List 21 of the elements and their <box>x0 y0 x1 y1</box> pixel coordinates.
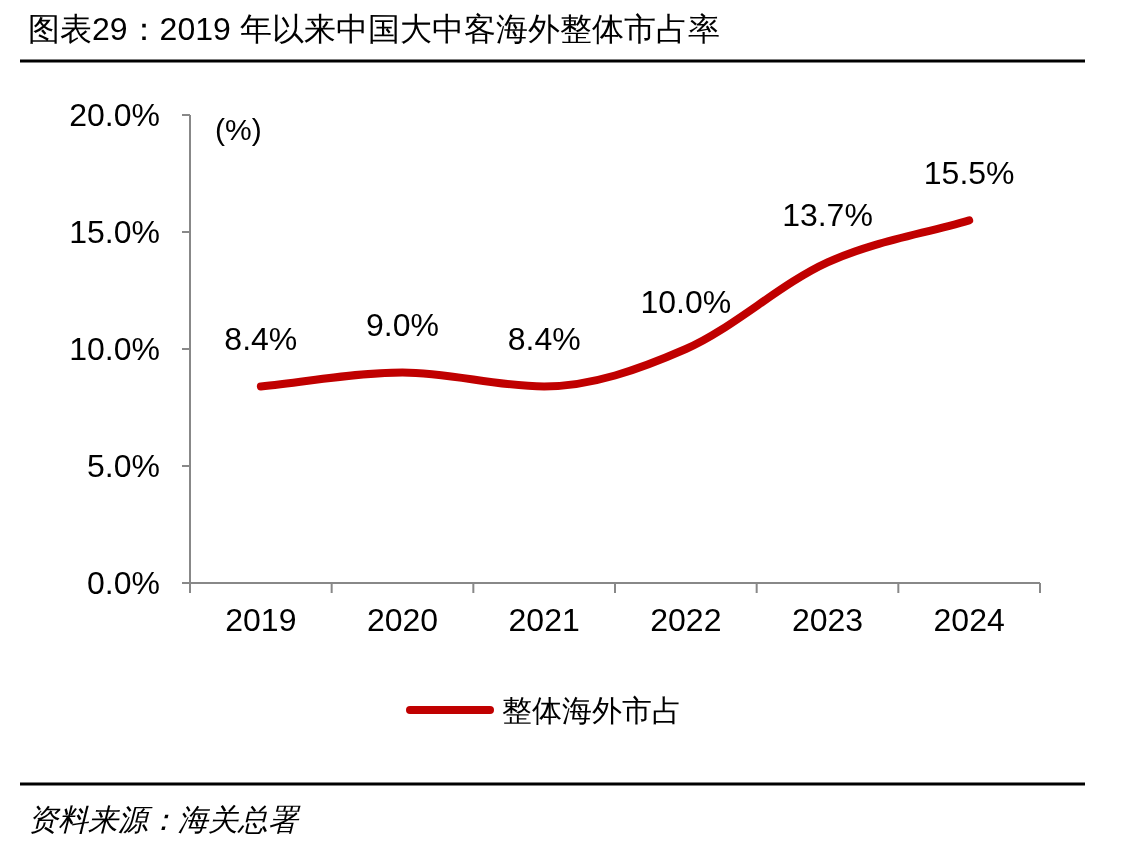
legend-label: 整体海外市占 <box>502 693 682 727</box>
text: 13.7% <box>782 197 873 234</box>
title: 图表29：2019 年以来中国大中客海外整体市占率 <box>28 11 720 47</box>
x-tick-label: 2024 <box>933 602 1005 638</box>
x-tick-label: 2022 <box>650 602 722 638</box>
text: 9.0% <box>366 307 439 344</box>
y-tick-label: 10.0% <box>69 331 160 367</box>
y-tick-label: 15.0% <box>69 214 160 250</box>
x-tick-label: 2020 <box>366 602 439 638</box>
text: 8.4% <box>507 321 581 358</box>
text: 资料来源：海关总署 <box>28 803 301 836</box>
x-tick-label: 2023 <box>791 602 864 638</box>
x-tick-label: 2019 <box>225 602 297 638</box>
x-tick-label: 2021 <box>508 602 580 638</box>
y-tick-label: 20.0% <box>69 97 160 133</box>
y-axis-title: (%) <box>215 113 262 146</box>
y-tick-label: 5.0% <box>87 448 160 484</box>
y-tick-label: 0.0% <box>87 565 160 601</box>
text: 8.4% <box>224 321 298 358</box>
text: 10.0% <box>640 284 732 320</box>
text: 15.5% <box>923 155 1015 192</box>
